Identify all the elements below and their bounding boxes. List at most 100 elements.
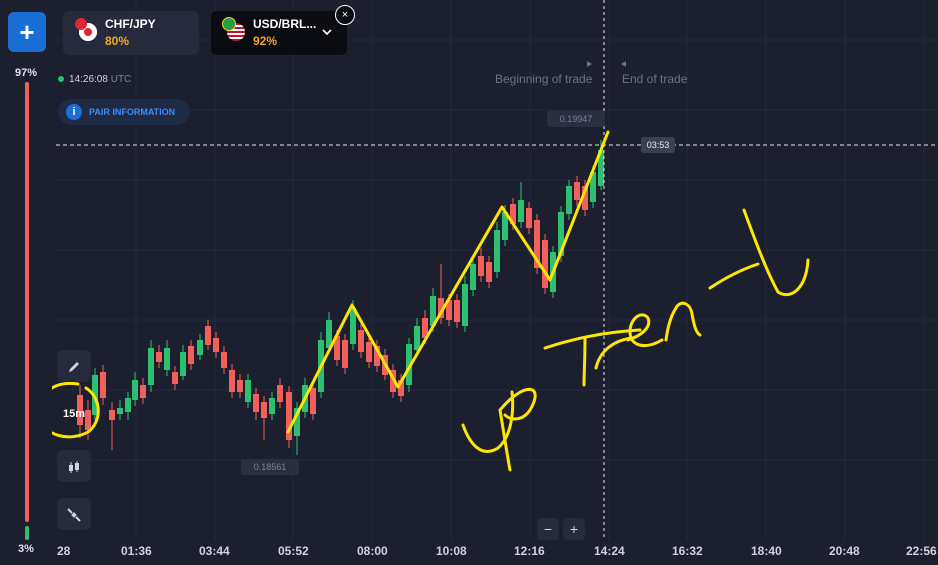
chevron-down-icon[interactable] [322,29,332,37]
handwriting-r [594,336,634,370]
asset-tab-usd-brl[interactable]: USD/BRL... 92% [211,11,347,55]
candle-body [261,402,267,418]
candle-body [414,326,420,350]
time-axis-tick: 20:48 [829,544,860,558]
candle-body [582,186,588,210]
candle-body [486,262,492,282]
candle-body [326,320,332,348]
asset-name: USD/BRL... [253,17,317,31]
usd-brl-flag-icon [222,17,245,41]
candle-body [470,264,476,290]
end-trade-arrow [621,61,626,67]
end-of-trade-label: End of trade [622,72,688,86]
chf-jpy-flag-icon [75,18,97,41]
candle-body [406,344,412,385]
time-axis-tick: 10:08 [436,544,467,558]
handwriting-p [498,387,537,472]
candle-body [510,204,516,224]
asset-tab-chf-jpy[interactable]: CHF/JPY 80% [63,11,199,55]
candle-body [140,385,146,398]
candle-body [245,380,251,402]
server-clock: 14:26:08 UTC [58,74,131,85]
candle-body [286,392,292,440]
candle-body [132,380,138,400]
candle-body [366,342,372,362]
candle-body [422,318,428,338]
time-axis-tick: 05:52 [278,544,309,558]
candle-body [526,208,532,228]
candle-body [566,186,572,214]
candle-body [148,348,154,385]
trade-timer: 03:53 [641,137,675,153]
info-icon: i [66,104,82,120]
zoom-out-button[interactable]: − [537,518,559,540]
upper-price-tag: 0.19947 [547,111,605,127]
asset-payout: 80% [105,34,130,48]
close-tab-icon[interactable]: × [335,5,355,25]
candle-body [518,200,524,222]
zoom-in-button[interactable]: + [563,518,585,540]
handwriting-u [461,390,515,453]
candle-body [534,220,540,268]
time-interval-button[interactable]: 15m [62,408,86,420]
candle-body [180,352,186,376]
candle-body [277,385,283,402]
time-axis-tick: 22:56 [906,544,937,558]
candle-body [294,408,300,436]
time-axis-tick: 12:16 [514,544,545,558]
candle-body [478,256,484,276]
candle-body [109,410,115,420]
candle-body [164,348,170,370]
candle-body [574,182,580,200]
candle-body [117,408,123,414]
candle-body [542,240,548,288]
candle-body [430,296,436,326]
sentiment-top-percent: 97% [14,67,38,79]
candle-body [342,340,348,368]
candle-body [85,410,91,430]
candle-body [188,346,194,364]
candle-body [100,372,106,398]
candle-body [229,370,235,392]
pair-information-button[interactable]: i PAIR INFORMATION [58,99,190,125]
sentiment-bottom-percent: 3% [18,543,34,555]
candle-body [237,380,243,392]
add-asset-button[interactable]: + [8,12,46,52]
handwriting-n [664,301,702,342]
indicators-button[interactable] [57,498,91,530]
time-axis-tick: 01:36 [121,544,152,558]
candle-body [358,330,364,352]
time-axis-tick: 08:00 [357,544,388,558]
online-dot-icon [58,76,64,83]
time-axis-tick: 03:44 [199,544,230,558]
time-axis-tick: 28 [57,544,71,558]
candle-body [205,326,211,345]
candle-body [253,394,259,412]
candle-body [398,380,404,396]
candle-body [374,346,380,366]
candle-body [213,338,219,352]
satellite-icon [67,508,81,523]
chart-type-button[interactable] [57,450,91,482]
candle-body [494,230,500,272]
candle-body [197,340,203,355]
beginning-of-trade-label: Beginning of trade [495,72,593,86]
candles-icon [69,461,79,474]
begin-trade-arrow [587,61,592,67]
candle-body [334,336,340,360]
candle-body [446,300,452,320]
time-axis-tick: 14:24 [594,544,625,558]
asset-name: CHF/JPY [105,17,156,31]
candle-body [590,172,596,202]
candle-body [221,352,227,368]
candle-body [125,398,131,412]
candle-body [172,372,178,384]
candle-body [310,388,316,414]
sentiment-buy-bar [25,526,29,540]
handwriting-e [626,313,664,348]
candle-body [438,298,444,318]
candle-body [269,398,275,414]
candles [77,140,604,455]
draw-tool-button[interactable] [57,350,91,382]
